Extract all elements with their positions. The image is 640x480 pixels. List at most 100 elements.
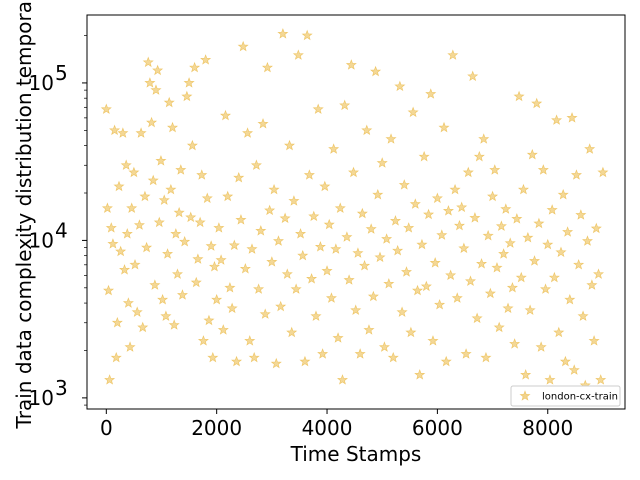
data-point	[205, 240, 217, 251]
y-tick-label: 10	[29, 71, 54, 95]
data-point	[161, 248, 174, 259]
data-point	[440, 355, 452, 367]
data-point	[376, 157, 388, 168]
data-point	[445, 269, 457, 281]
x-tick-label: 6000	[412, 416, 463, 440]
data-point	[509, 338, 521, 349]
data-point	[153, 216, 165, 228]
data-point	[208, 260, 221, 272]
data-point	[352, 247, 364, 258]
data-point	[491, 261, 503, 273]
data-point	[250, 159, 262, 171]
data-point	[367, 290, 379, 302]
data-point	[277, 27, 289, 39]
data-point	[475, 257, 488, 269]
data-point	[126, 202, 138, 214]
data-point	[526, 148, 538, 160]
data-point	[203, 314, 215, 326]
data-point	[506, 281, 519, 293]
legend-label: london-cx-train	[542, 392, 618, 403]
data-point	[230, 355, 243, 367]
data-point	[268, 183, 280, 195]
data-point	[150, 84, 162, 95]
data-point	[175, 164, 187, 175]
data-point	[135, 127, 147, 138]
data-point	[272, 235, 285, 246]
data-point	[436, 229, 448, 240]
x-axis: 0 2000 4000 6000 8000	[100, 409, 573, 440]
data-point	[181, 90, 193, 102]
data-point	[323, 218, 335, 230]
data-point	[420, 280, 432, 292]
data-point	[495, 220, 507, 231]
data-point	[590, 222, 602, 234]
x-tick-label: 4000	[302, 416, 353, 440]
data-point	[166, 121, 179, 133]
data-point	[283, 139, 296, 151]
data-point	[456, 201, 468, 213]
data-point	[200, 54, 212, 65]
data-point	[325, 292, 338, 303]
legend-box	[510, 385, 621, 407]
data-point	[394, 80, 406, 92]
data-point	[531, 97, 543, 109]
data-point	[350, 304, 362, 316]
data-point	[546, 204, 558, 215]
data-point	[449, 183, 461, 195]
data-point	[107, 238, 119, 249]
data-point	[235, 214, 247, 225]
data-point	[133, 219, 145, 230]
data-point	[147, 174, 159, 186]
data-point	[244, 335, 256, 346]
data-point	[255, 224, 267, 236]
y-tick-label: 10	[29, 228, 54, 252]
data-point	[288, 195, 300, 206]
data-point	[334, 202, 346, 214]
data-point	[557, 188, 569, 200]
data-point	[597, 166, 609, 178]
data-point	[185, 211, 197, 223]
data-point	[562, 226, 574, 237]
data-point	[259, 308, 271, 319]
data-point	[105, 222, 117, 233]
data-point	[438, 121, 450, 133]
data-point	[544, 374, 556, 385]
data-point	[504, 237, 516, 248]
data-point	[498, 248, 510, 259]
data-point	[217, 324, 229, 335]
data-point	[270, 357, 282, 369]
data-point	[113, 180, 125, 192]
data-point	[548, 271, 560, 283]
data-point	[434, 298, 446, 310]
y-tick-exponent: 3	[55, 376, 68, 400]
data-point	[207, 351, 219, 363]
data-point	[110, 351, 122, 363]
data-point	[354, 348, 366, 359]
data-point	[111, 316, 123, 328]
data-point	[431, 192, 443, 204]
data-point	[152, 64, 164, 76]
data-point	[356, 207, 368, 219]
data-point	[118, 264, 131, 275]
data-point	[137, 321, 149, 333]
data-point	[160, 310, 172, 321]
data-point	[328, 143, 340, 154]
data-point	[239, 262, 251, 274]
data-point	[429, 257, 441, 268]
data-point	[595, 374, 607, 385]
data-point	[145, 116, 158, 128]
data-point	[173, 206, 185, 218]
data-point	[101, 202, 113, 214]
data-point	[381, 233, 393, 244]
data-point	[190, 276, 202, 288]
data-point	[149, 279, 161, 290]
plot-frame	[86, 14, 626, 410]
data-point	[387, 351, 399, 363]
data-point	[471, 312, 483, 324]
data-point	[460, 348, 472, 359]
data-point	[575, 209, 587, 220]
data-point	[297, 249, 309, 261]
data-point	[389, 215, 402, 226]
data-point	[442, 205, 454, 216]
data-point	[253, 283, 265, 294]
